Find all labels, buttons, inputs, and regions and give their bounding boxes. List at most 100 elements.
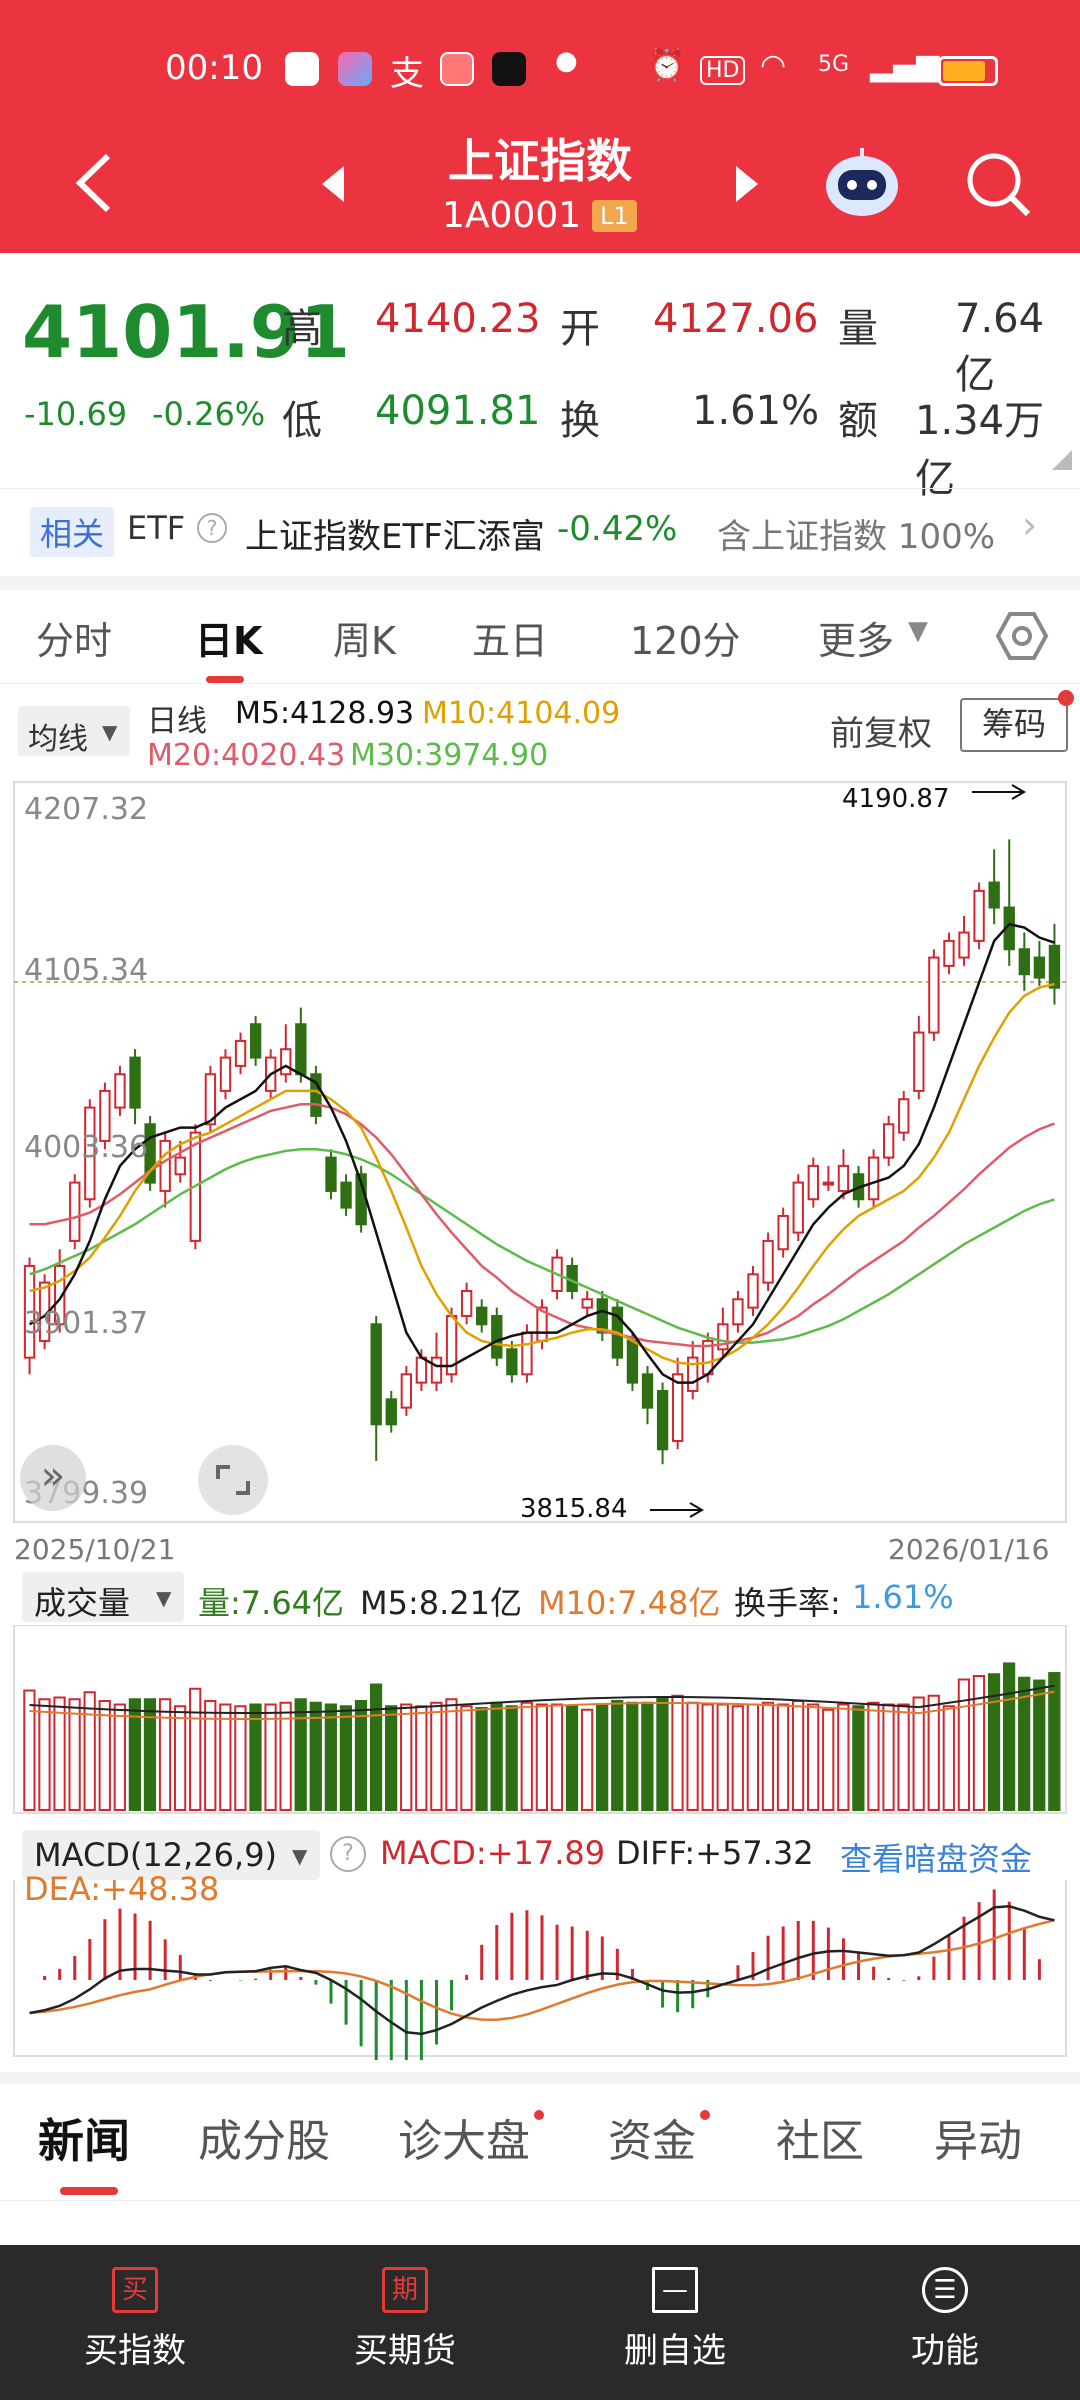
candle-body <box>114 1073 126 1109</box>
tab-components[interactable]: 成分股 <box>198 2116 330 2167</box>
amount-label: 额 <box>838 398 878 444</box>
etf-change: -0.42% <box>557 509 678 549</box>
candle-body <box>792 1181 804 1234</box>
volume-bar <box>475 1707 488 1811</box>
wifi-icon: ◠ <box>760 48 787 83</box>
tab-timeshare[interactable]: 分时 <box>36 619 113 663</box>
volume-chart[interactable] <box>0 1625 1080 1815</box>
adjust-button[interactable]: 前复权 <box>830 714 932 754</box>
candle-body <box>988 881 1000 909</box>
fullscreen-icon[interactable] <box>198 1445 268 1515</box>
buy-index-button[interactable]: 买 买指数 <box>0 2245 270 2400</box>
volume-bar <box>746 1703 759 1811</box>
max-arrow-head <box>1011 784 1026 800</box>
volume-bar <box>385 1705 398 1811</box>
high-value: 4140.23 <box>375 296 541 342</box>
macd-value: MACD:+17.89 <box>380 1834 606 1872</box>
prev-stock-icon[interactable] <box>318 164 348 204</box>
buy-icon: 买 <box>112 2267 158 2313</box>
date-start: 2025/10/21 <box>14 1533 176 1566</box>
view-dark-pool-link[interactable]: 查看暗盘资金 <box>840 1840 1033 1878</box>
alipay-icon: 支 <box>390 54 424 94</box>
etf-row[interactable]: 相关 ETF ? 上证指数ETF汇添富 -0.42% 含上证指数 100% › <box>0 488 1080 576</box>
volume-bar <box>1033 1679 1046 1811</box>
page-title: 上证指数 <box>448 134 632 188</box>
candle-body <box>928 956 940 1034</box>
remove-watchlist-button[interactable]: — 删自选 <box>540 2245 810 2400</box>
dea-line <box>29 1919 1055 2022</box>
candle-body <box>1018 948 1030 976</box>
candle-body <box>822 1181 835 1186</box>
functions-button[interactable]: ☰ 功能 <box>810 2245 1080 2400</box>
diff-value: DIFF:+57.32 <box>616 1834 814 1872</box>
notification-dot <box>1058 690 1074 706</box>
volume-bar <box>701 1703 714 1811</box>
help-icon[interactable]: ? <box>330 1836 366 1872</box>
volume-value: 7.64亿 <box>955 296 1045 398</box>
candle-body <box>1048 944 1061 989</box>
volume-bar <box>897 1703 910 1811</box>
volume-bar <box>339 1705 353 1811</box>
ma5-label: M5:4128.93 <box>235 696 415 731</box>
macd-chart[interactable] <box>0 1880 1080 2060</box>
ma20-label: M20:4020.43 <box>147 738 346 773</box>
turnover-label: 换 <box>560 398 600 444</box>
diff-line <box>29 1905 1055 2036</box>
tab-more[interactable]: 更多 <box>818 619 895 663</box>
volume-bar <box>415 1705 428 1811</box>
candle-body <box>84 1106 96 1201</box>
tab-five-day[interactable]: 五日 <box>472 619 549 663</box>
chevron-down-icon: ▼ <box>908 616 928 646</box>
volume-bar <box>1018 1676 1031 1811</box>
ma-dropdown[interactable]: 均线 ▼ <box>18 706 130 757</box>
tab-community[interactable]: 社区 <box>776 2116 864 2167</box>
volume-m5: M5:8.21亿 <box>360 1584 523 1622</box>
volume-bar <box>626 1701 639 1811</box>
candle-body <box>174 1156 186 1176</box>
volume-bar <box>716 1703 729 1811</box>
app-notification-icon <box>338 52 372 86</box>
active-tab-indicator <box>60 2187 118 2195</box>
period-label: 日线 <box>147 704 207 739</box>
volume-m10: M10:7.48亿 <box>538 1584 721 1622</box>
candle-body <box>234 1039 247 1067</box>
bottom-nav <box>0 2245 1080 2400</box>
candle-body <box>370 1323 382 1426</box>
volume-bar <box>490 1701 503 1811</box>
volume-bar <box>656 1696 669 1811</box>
volume-bar <box>460 1705 473 1811</box>
help-icon[interactable]: ? <box>197 513 227 543</box>
etf-label: ETF <box>127 509 186 547</box>
volume-bar <box>279 1701 292 1811</box>
candle-body <box>249 1023 262 1059</box>
video-icon <box>440 52 474 86</box>
chart-settings-icon[interactable] <box>994 608 1050 664</box>
tab-anomalies[interactable]: 异动 <box>934 2116 1022 2167</box>
volume-bar <box>957 1678 971 1811</box>
tab-news[interactable]: 新闻 <box>38 2114 130 2168</box>
kline-chart[interactable] <box>0 770 1080 1530</box>
macd-dropdown[interactable]: MACD(12,26,9) ▼ <box>22 1830 320 1880</box>
tab-funds[interactable]: 资金 <box>608 2116 696 2167</box>
next-stock-icon[interactable] <box>732 164 762 204</box>
etf-contain: 含上证指数 100% <box>717 517 996 557</box>
robot-assistant-icon[interactable] <box>822 142 902 222</box>
candle-body <box>385 1398 397 1426</box>
buy-futures-button[interactable]: 期 买期货 <box>270 2245 540 2400</box>
candle-body <box>837 1164 850 1192</box>
volume-bar <box>1048 1672 1061 1812</box>
candle-body <box>69 1181 81 1242</box>
volume-dropdown[interactable]: 成交量 ▼ <box>22 1572 184 1622</box>
volume-bar <box>430 1701 443 1811</box>
tab-120min[interactable]: 120分 <box>630 619 741 663</box>
tab-weekly-k[interactable]: 周K <box>333 619 396 663</box>
tab-market-diagnosis[interactable]: 诊大盘 <box>398 2116 530 2167</box>
notification-dot <box>534 2110 544 2120</box>
expand-corner-icon[interactable] <box>1052 450 1072 470</box>
chips-button[interactable]: 筹码 <box>960 698 1068 752</box>
app-header: 00:10 支 ● ⏰ HD ◠ 5G ▂▄▆ 上证指数 1A0001 L1 <box>0 0 1080 253</box>
search-icon[interactable] <box>962 148 1034 220</box>
tab-daily-k[interactable]: 日K <box>195 619 263 663</box>
expand-panel-icon[interactable]: » <box>20 1445 86 1511</box>
back-icon[interactable] <box>70 148 120 218</box>
